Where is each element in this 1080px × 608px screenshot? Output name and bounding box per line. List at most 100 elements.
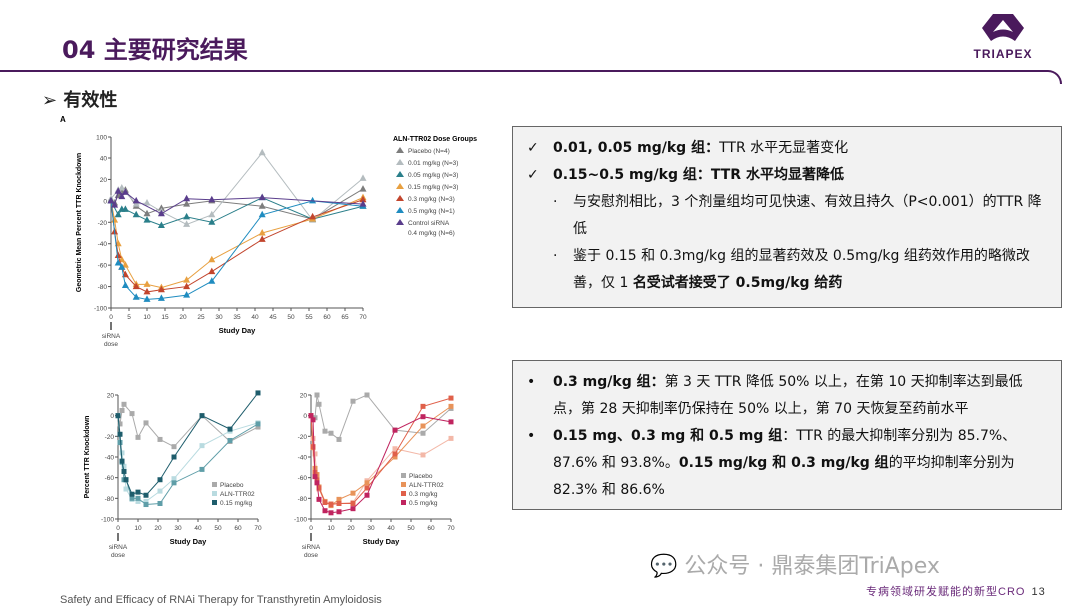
data-point — [135, 434, 141, 440]
x-tick-label: 20 — [179, 314, 187, 321]
data-point — [309, 196, 317, 204]
y-tick-label: -100 — [101, 517, 114, 524]
data-point — [119, 450, 125, 456]
data-point — [129, 491, 135, 497]
data-point — [121, 261, 129, 268]
data-point — [392, 446, 398, 452]
data-point — [350, 398, 356, 404]
data-point — [392, 451, 398, 457]
data-point — [208, 195, 216, 203]
x-tick-label: 15 — [161, 314, 169, 321]
data-point — [118, 192, 126, 200]
panel-label: A — [60, 115, 66, 124]
x-tick-label: 30 — [215, 314, 223, 321]
data-point — [115, 413, 121, 419]
data-point — [448, 435, 454, 441]
data-point — [171, 476, 177, 482]
y-tick-label: 20 — [100, 177, 108, 184]
legend-marker — [401, 482, 406, 487]
legend-item: 0.4 mg/kg (N=6) — [408, 230, 455, 237]
data-point — [143, 420, 149, 426]
data-point — [258, 148, 266, 156]
data-point — [322, 499, 328, 505]
y-tick-label: -20 — [298, 434, 308, 441]
section-title: 有效性 — [63, 90, 118, 111]
data-point — [143, 498, 149, 504]
page-title: 04 主要研究结果 — [62, 36, 248, 64]
data-point — [129, 495, 135, 501]
x-tick-label: 40 — [194, 525, 202, 532]
data-point — [258, 193, 266, 201]
finding-item: ✓ 0.15~0.5 mg/kg 组：TTR 水平均显著降低 — [527, 162, 1047, 189]
legend-item: 0.3 mg/kg (N=3) — [408, 196, 455, 203]
data-point — [208, 210, 216, 218]
data-point — [336, 501, 342, 506]
data-point — [448, 419, 454, 425]
x-tick-label: 10 — [134, 525, 142, 532]
check-icon: ✓ — [527, 167, 539, 183]
data-point — [359, 195, 367, 203]
data-point — [364, 392, 370, 398]
y-tick-label: 100 — [96, 135, 107, 142]
x-tick-label: 70 — [447, 525, 455, 532]
data-point — [118, 263, 126, 270]
x-tick-label: 60 — [427, 525, 435, 532]
data-point — [183, 291, 191, 298]
data-point — [336, 496, 342, 502]
data-point — [199, 443, 205, 449]
data-point — [143, 209, 151, 217]
legend-item: Placebo — [409, 473, 433, 480]
legend-item: 0.15 mg/kg — [220, 500, 253, 507]
sub-point: · 鉴于 0.15 和 0.3mg/kg 组的显著药效及 0.5mg/kg 组药效… — [527, 243, 1047, 297]
y-tick-label: 0 — [303, 413, 307, 420]
y-tick-label: -80 — [298, 496, 308, 503]
x-tick-label: 60 — [323, 314, 331, 321]
x-tick-label: 0 — [116, 525, 120, 532]
bullet-icon: • — [527, 374, 536, 390]
data-point — [448, 395, 454, 401]
legend-marker — [396, 195, 404, 201]
data-point — [420, 403, 426, 409]
data-point — [208, 277, 216, 284]
data-point — [258, 210, 266, 218]
legend-item: 0.5 mg/kg (N=1) — [408, 208, 455, 215]
data-point — [350, 490, 356, 496]
data-point — [208, 218, 216, 225]
data-point — [310, 435, 316, 441]
data-point — [308, 413, 314, 419]
x-tick-label: 30 — [174, 525, 182, 532]
data-point — [132, 293, 140, 300]
bullet-icon: · — [553, 194, 558, 210]
legend-marker — [212, 491, 217, 496]
wechat-icon: 💬 — [650, 554, 678, 579]
data-point — [364, 485, 370, 491]
y-tick-label: -60 — [98, 263, 108, 270]
legend-marker — [396, 219, 404, 225]
legend-marker — [396, 147, 404, 153]
y-tick-label: -40 — [105, 455, 115, 462]
data-point — [111, 201, 119, 208]
data-point — [143, 199, 151, 206]
data-point — [157, 209, 165, 217]
data-point — [310, 417, 316, 423]
section-heading: ➢ 有效性 — [42, 86, 117, 112]
y-tick-label: -60 — [298, 475, 308, 482]
y-tick-label: -80 — [105, 496, 115, 503]
data-point — [171, 480, 177, 486]
siRNA-dose-label: dose — [304, 552, 318, 559]
data-point — [350, 501, 356, 506]
legend-item: 0.01 mg/kg (N=3) — [408, 160, 458, 167]
series-line — [310, 394, 452, 441]
x-tick-label: 40 — [251, 314, 259, 321]
data-point — [157, 285, 165, 293]
series-line — [117, 403, 259, 448]
x-tick-label: 55 — [305, 314, 313, 321]
siRNA-dose-label: dose — [111, 552, 125, 559]
siRNA-dose-label: siRNA — [302, 544, 321, 551]
data-point — [316, 485, 322, 491]
finding-item: ✓ 0.01, 0.05 mg/kg 组：TTR 水平无显著变化 — [527, 135, 1047, 162]
legend-item: 0.3 mg/kg — [409, 491, 438, 498]
data-point — [258, 235, 266, 242]
x-tick-label: 5 — [127, 314, 131, 321]
